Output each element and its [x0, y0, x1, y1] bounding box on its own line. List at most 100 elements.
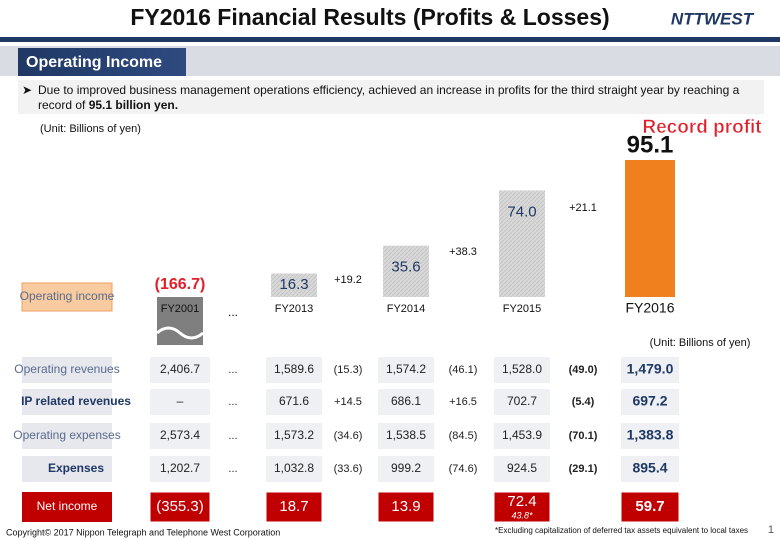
- cell-value: 1,589.6: [274, 362, 314, 376]
- cell-box: [150, 389, 210, 415]
- cell-box: [266, 389, 322, 415]
- bullet-text-bold: 95.1 billion yen.: [88, 98, 179, 112]
- cell-change: (34.6): [334, 430, 363, 442]
- row-label: Operating revenues: [14, 362, 119, 376]
- bullet-text: Due to improved business management oper…: [38, 83, 758, 113]
- title-rule: [0, 37, 780, 42]
- cell-value: 72.4: [507, 493, 536, 510]
- cell-box: [265, 491, 323, 523]
- cell-change: +16.5: [449, 396, 477, 408]
- cell-box: [620, 491, 680, 523]
- cell-box: [621, 389, 679, 415]
- slide-title: FY2016 Financial Results (Profits & Loss…: [130, 4, 609, 30]
- cell-box: [266, 357, 322, 383]
- cell-value: 1,538.5: [386, 428, 426, 442]
- cell-value: 1,032.8: [274, 461, 314, 475]
- section-box: [18, 48, 186, 76]
- cell-change: (84.5): [449, 430, 478, 442]
- cell-box: [378, 423, 434, 449]
- cell-value: 671.6: [279, 394, 309, 408]
- cell-box: [149, 491, 211, 523]
- cell-change: (5.4): [572, 396, 595, 408]
- cell-value: 702.7: [507, 394, 537, 408]
- category-label: FY2013: [275, 303, 314, 315]
- bar: [383, 245, 429, 297]
- change-annotation: +21.1: [569, 202, 597, 214]
- cell-change: ...: [228, 396, 237, 408]
- category-label: FY2014: [387, 303, 426, 315]
- cell-change: (70.1): [569, 430, 598, 442]
- cell-box: [494, 456, 550, 482]
- cell-change: ...: [228, 430, 237, 442]
- cell-value: –: [177, 394, 184, 408]
- cell-value: 697.2: [632, 393, 667, 409]
- change-annotation: +38.3: [449, 246, 477, 258]
- cell-value: 18.7: [279, 498, 308, 515]
- cell-value: 2,406.7: [160, 362, 200, 376]
- value-label: 16.3: [279, 276, 308, 293]
- change-annotation: +19.2: [334, 274, 362, 286]
- cell-change: (33.6): [334, 463, 363, 475]
- cell-box: [494, 423, 550, 449]
- bullet-text-plain: Due to improved business management oper…: [38, 83, 740, 112]
- cell-value: 1,479.0: [627, 361, 674, 377]
- bar: [499, 190, 545, 297]
- axis-break: [156, 326, 204, 340]
- row-label-box: [22, 357, 112, 383]
- copyright: Copyright© 2017 Nippon Telegraph and Tel…: [6, 527, 280, 537]
- cell-value: 1,453.9: [502, 428, 542, 442]
- cell-box: [378, 357, 434, 383]
- cell-box: [377, 491, 435, 523]
- cell-box: [621, 423, 679, 449]
- unit-label: (Unit: Billions of yen): [650, 337, 751, 349]
- bar: [625, 160, 675, 297]
- category-label: FY2001: [161, 303, 200, 315]
- series-label-box: [21, 282, 113, 312]
- row-label-box: [22, 389, 112, 415]
- cell-value: 2,573.4: [160, 428, 200, 442]
- section-title: Operating Income: [26, 54, 162, 71]
- bullet-marker: ➤: [22, 83, 33, 97]
- cell-value: 1,383.8: [627, 427, 674, 443]
- cell-box: [150, 423, 210, 449]
- cell-value: 1,202.7: [160, 461, 200, 475]
- cell-value: 59.7: [635, 498, 664, 515]
- cell-change: (29.1): [569, 463, 598, 475]
- cell-value: (355.3): [156, 498, 204, 515]
- cell-value: 1,528.0: [502, 362, 542, 376]
- cell-value: 924.5: [507, 461, 537, 475]
- row-label: Operating expenses: [13, 428, 120, 442]
- cell-change: ...: [227, 498, 240, 515]
- badge-bg: [640, 116, 765, 138]
- cell-box: [494, 389, 550, 415]
- cell-change: (49.0): [569, 364, 598, 376]
- category-label: FY2016: [625, 300, 674, 316]
- cell-change: +14.5: [334, 396, 362, 408]
- unit-label: (Unit: Billions of yen): [40, 123, 141, 135]
- cell-box: [266, 456, 322, 482]
- logo: NTTWEST: [671, 9, 755, 28]
- record-badge: Record profit: [642, 117, 762, 138]
- row-label: Net income: [37, 499, 98, 513]
- bullet-box: ➤ Due to improved business management op…: [18, 80, 764, 114]
- cell-value: 895.4: [632, 460, 667, 476]
- cell-change: ...: [228, 364, 237, 376]
- cell-box: [378, 456, 434, 482]
- row-label-box: [22, 456, 112, 482]
- category-label: FY2015: [503, 303, 542, 315]
- cell-value: 1,573.2: [274, 428, 314, 442]
- row-label: IP related revenues: [21, 394, 131, 408]
- row-label-box: [22, 423, 112, 449]
- cell-value: 686.1: [391, 394, 421, 408]
- value-label: 95.1: [627, 131, 674, 158]
- cell-change: (74.6): [449, 463, 478, 475]
- cell-value: 1,574.2: [386, 362, 426, 376]
- cell-value: 999.2: [391, 461, 421, 475]
- value-label: 74.0: [507, 203, 536, 220]
- cell-box: [493, 491, 551, 523]
- row-label: Expenses: [48, 461, 104, 475]
- cell-box: [621, 456, 679, 482]
- bar: [271, 273, 317, 297]
- cell-change: (15.3): [334, 364, 363, 376]
